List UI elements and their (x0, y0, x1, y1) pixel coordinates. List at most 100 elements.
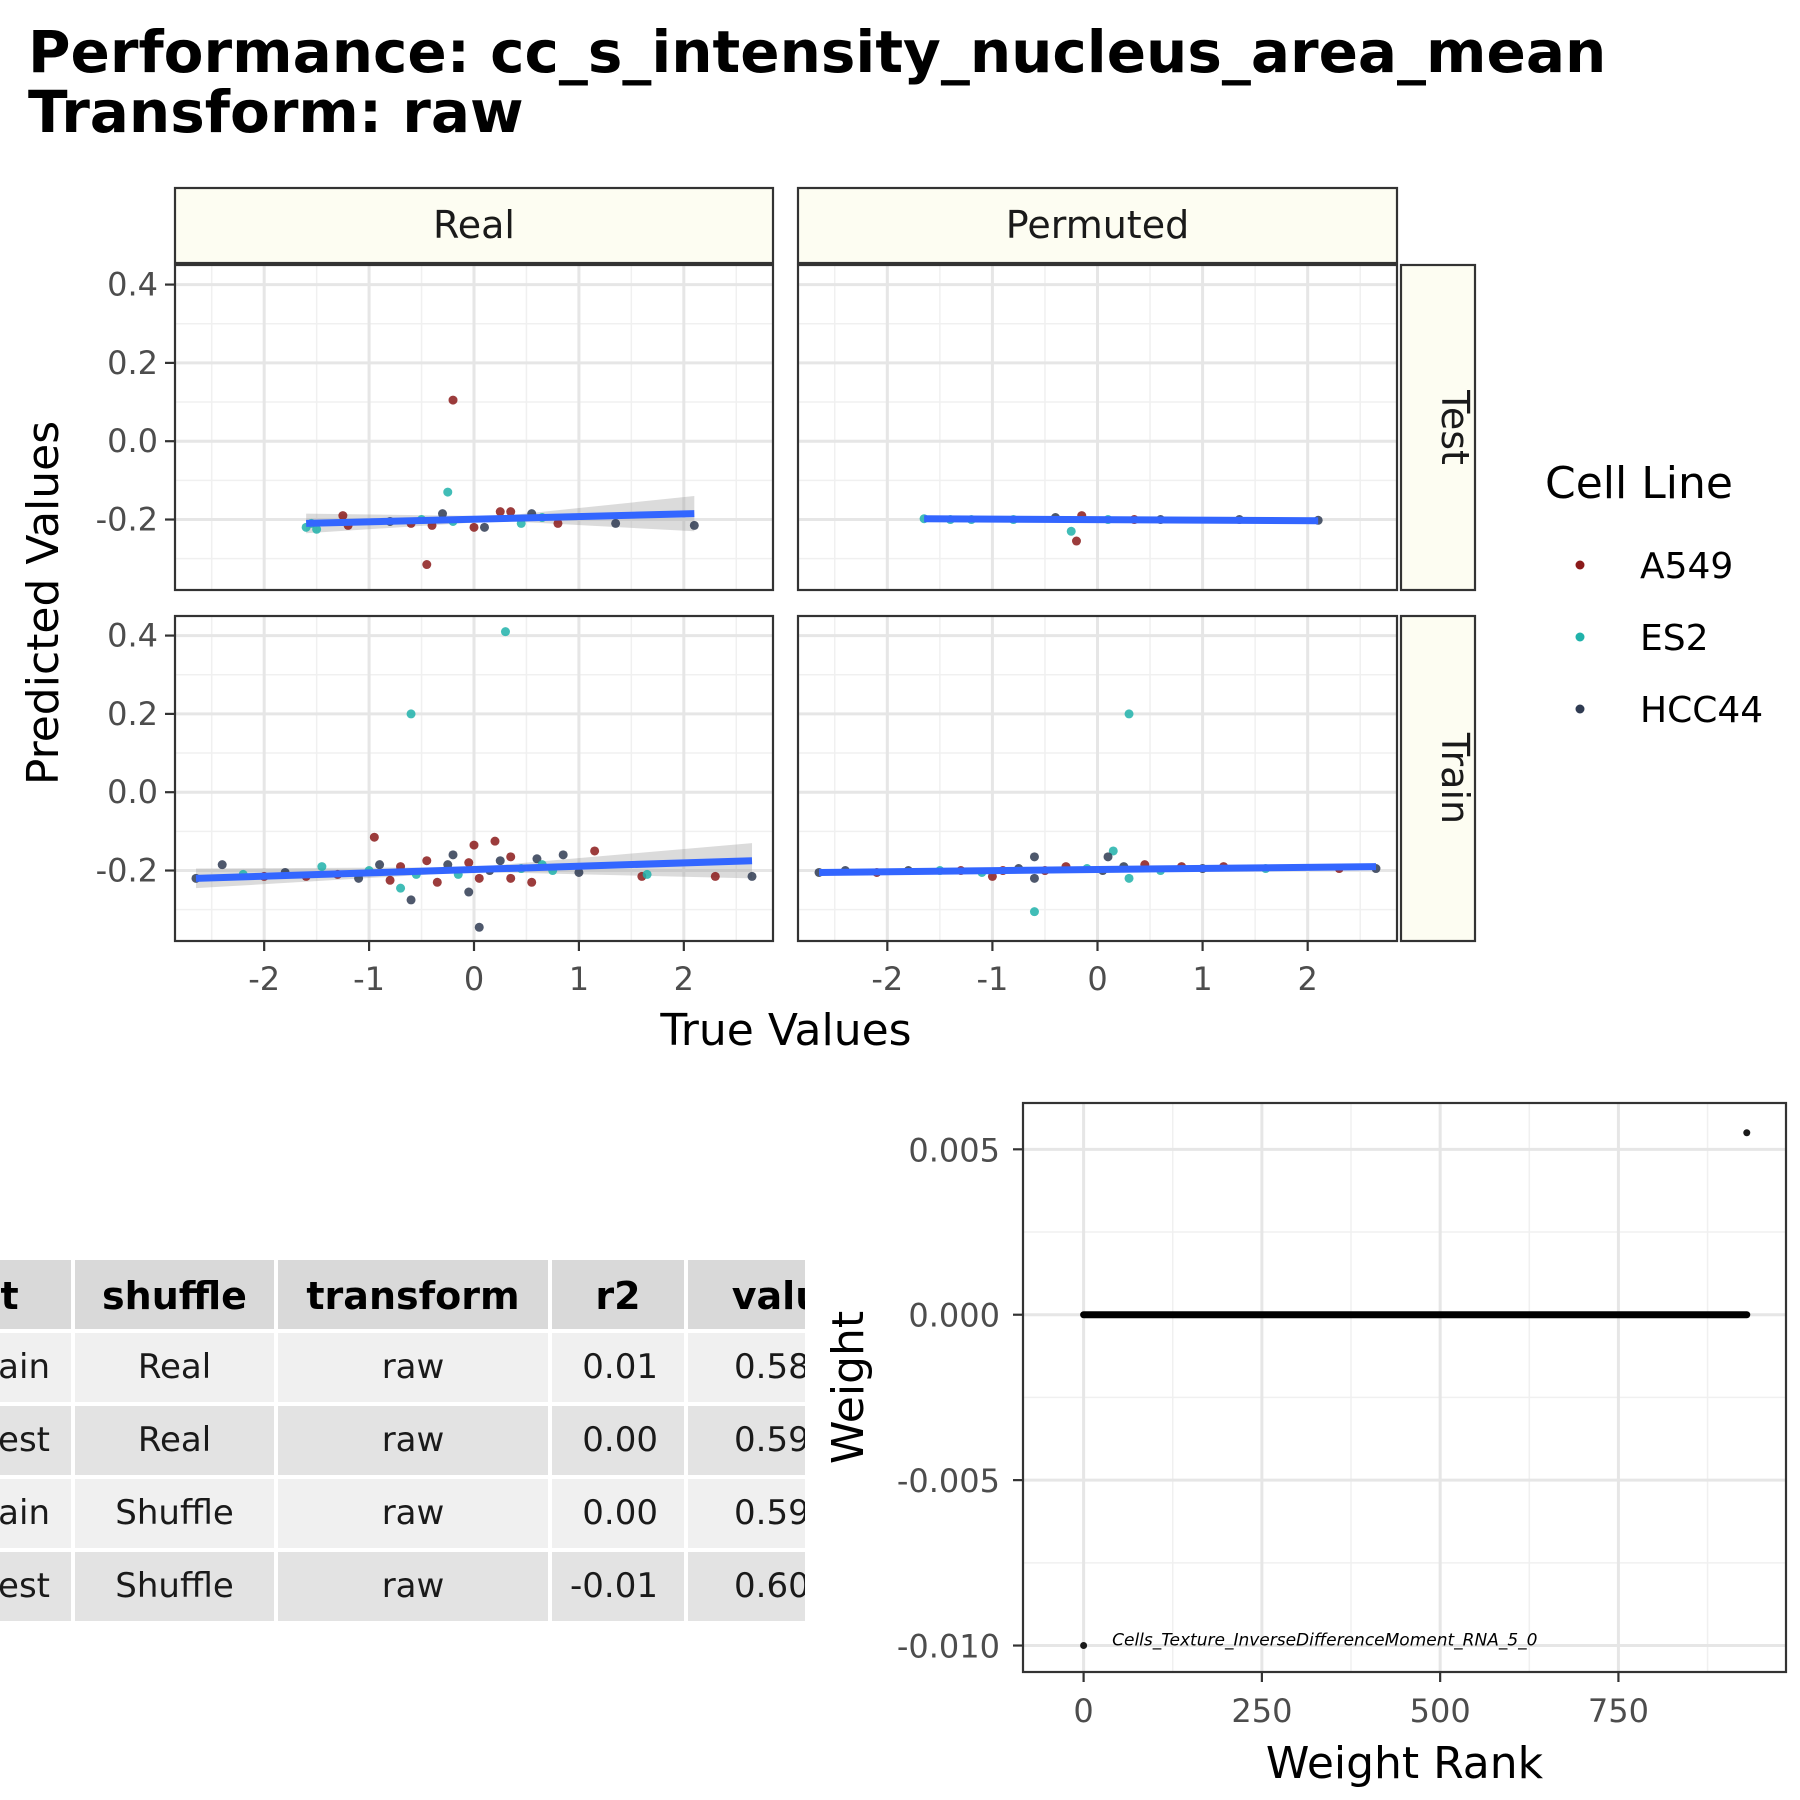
point-es2 (500, 627, 510, 637)
table-cell (0, 1406, 71, 1475)
weight-outlier-point (1743, 1129, 1751, 1137)
point-es2 (1108, 846, 1118, 856)
x-tick-label: -2 (871, 960, 903, 998)
x-tick-label: 2 (1297, 960, 1317, 998)
table-cell (552, 1479, 684, 1548)
point-a549 (464, 858, 474, 868)
y-tick-label: 0.000 (908, 1297, 1000, 1335)
table-cell-fit: est (0, 1566, 50, 1606)
point-a549 (590, 846, 600, 856)
point-hcc44 (495, 856, 505, 866)
facet-panel-permuted-train (796, 614, 1399, 943)
strip-label-test: Test (1433, 389, 1477, 465)
point-hcc44 (689, 520, 699, 530)
y-axis-label-weight: Weight (823, 1311, 874, 1464)
table-cell (278, 1406, 548, 1475)
point-a549 (527, 877, 537, 887)
table-header-cell (552, 1260, 684, 1329)
table-cell-r2: 0.00 (582, 1420, 658, 1460)
legend-label-hcc44: HCC44 (1640, 690, 1763, 731)
table-cell (552, 1406, 684, 1475)
table-cell (75, 1479, 274, 1548)
legend-key-hcc44 (1575, 704, 1585, 714)
table-header-r2: r2 (595, 1274, 640, 1318)
strip-label-real: Real (433, 203, 515, 247)
point-es2 (443, 487, 453, 497)
table-cell (688, 1552, 805, 1621)
fit-line (818, 863, 1377, 876)
panel-border (173, 263, 775, 592)
y-tick-label: 0.0 (107, 773, 158, 811)
panel-background (1023, 1103, 1786, 1672)
point-hcc44 (558, 850, 568, 860)
point-hcc44 (574, 867, 584, 877)
table-cell-value: 0.59 (734, 1493, 810, 1533)
legend-key-a549 (1575, 560, 1585, 570)
point-a549 (1071, 536, 1081, 546)
table-header-cell (0, 1260, 71, 1329)
point-es2 (1029, 907, 1039, 917)
fit-line (195, 857, 753, 882)
point-a549 (448, 395, 458, 405)
point-hcc44 (1029, 873, 1039, 883)
strip-train (1399, 614, 1477, 943)
table-cell-value: 0.58 (734, 1347, 810, 1387)
point-a549 (506, 852, 516, 862)
table-cell (688, 1333, 805, 1402)
table-cell (278, 1479, 548, 1548)
fit-line (306, 510, 695, 527)
y-axis-label: Predicted Values (18, 421, 69, 785)
table-cell (688, 1406, 805, 1475)
x-tick-label: -1 (353, 960, 385, 998)
strip-label-permuted: Permuted (1006, 203, 1189, 247)
table-cell (278, 1552, 548, 1621)
y-tick-label: -0.2 (96, 852, 158, 890)
x-tick-label: 1 (1192, 960, 1212, 998)
x-tick-label: 2 (674, 960, 694, 998)
table-header-shuffle: shuffle (102, 1274, 247, 1318)
point-hcc44 (438, 509, 448, 519)
y-tick-label: -0.2 (96, 501, 158, 539)
point-a549 (710, 871, 720, 881)
point-a549 (338, 511, 348, 521)
facet-panel-real-test (173, 263, 775, 592)
table-cell-transform: raw (382, 1493, 445, 1533)
x-tick-label: 750 (1588, 1692, 1649, 1730)
point-a549 (422, 856, 432, 866)
legend-label-es2: ES2 (1640, 618, 1709, 659)
table-cell-value: 0.60 (734, 1566, 810, 1606)
panel-border (1021, 1101, 1788, 1674)
weight-rank-panel: Cells_Texture_InverseDifferenceMoment_RN… (823, 1101, 1788, 1789)
point-a549 (553, 518, 563, 528)
point-hcc44 (464, 887, 474, 897)
table-cell-shuffle: Real (138, 1347, 211, 1387)
table-cell (0, 1479, 71, 1548)
strip-real (173, 186, 775, 265)
x-tick-label: -1 (976, 960, 1008, 998)
point-a549 (469, 840, 479, 850)
table-cell-shuffle: Shuffle (115, 1566, 233, 1606)
point-a549 (495, 507, 505, 517)
legend-key-es2 (1575, 632, 1585, 642)
strip-permuted (796, 186, 1399, 265)
point-hcc44 (1029, 852, 1039, 862)
legend-title: Cell Line (1545, 458, 1733, 509)
x-tick-label: 0 (1073, 1692, 1093, 1730)
table-cell (0, 1552, 71, 1621)
figure-title-line1: Performance: cc_s_intensity_nucleus_area… (28, 18, 1607, 86)
fit-line (924, 515, 1319, 525)
point-hcc44 (375, 860, 385, 870)
table-cell-transform: raw (382, 1420, 445, 1460)
table-header-cell (688, 1260, 805, 1329)
table-cell (0, 1333, 71, 1402)
weight-annotation: Cells_Texture_InverseDifferenceMoment_RN… (1112, 1631, 1537, 1651)
y-tick-label: 0.4 (107, 266, 158, 304)
x-tick-label: 250 (1231, 1692, 1292, 1730)
table-cell-fit: ain (0, 1347, 50, 1387)
point-es2 (317, 862, 327, 872)
point-a549 (506, 507, 516, 517)
table-cell-r2: 0.01 (582, 1347, 658, 1387)
point-es2 (642, 869, 652, 879)
